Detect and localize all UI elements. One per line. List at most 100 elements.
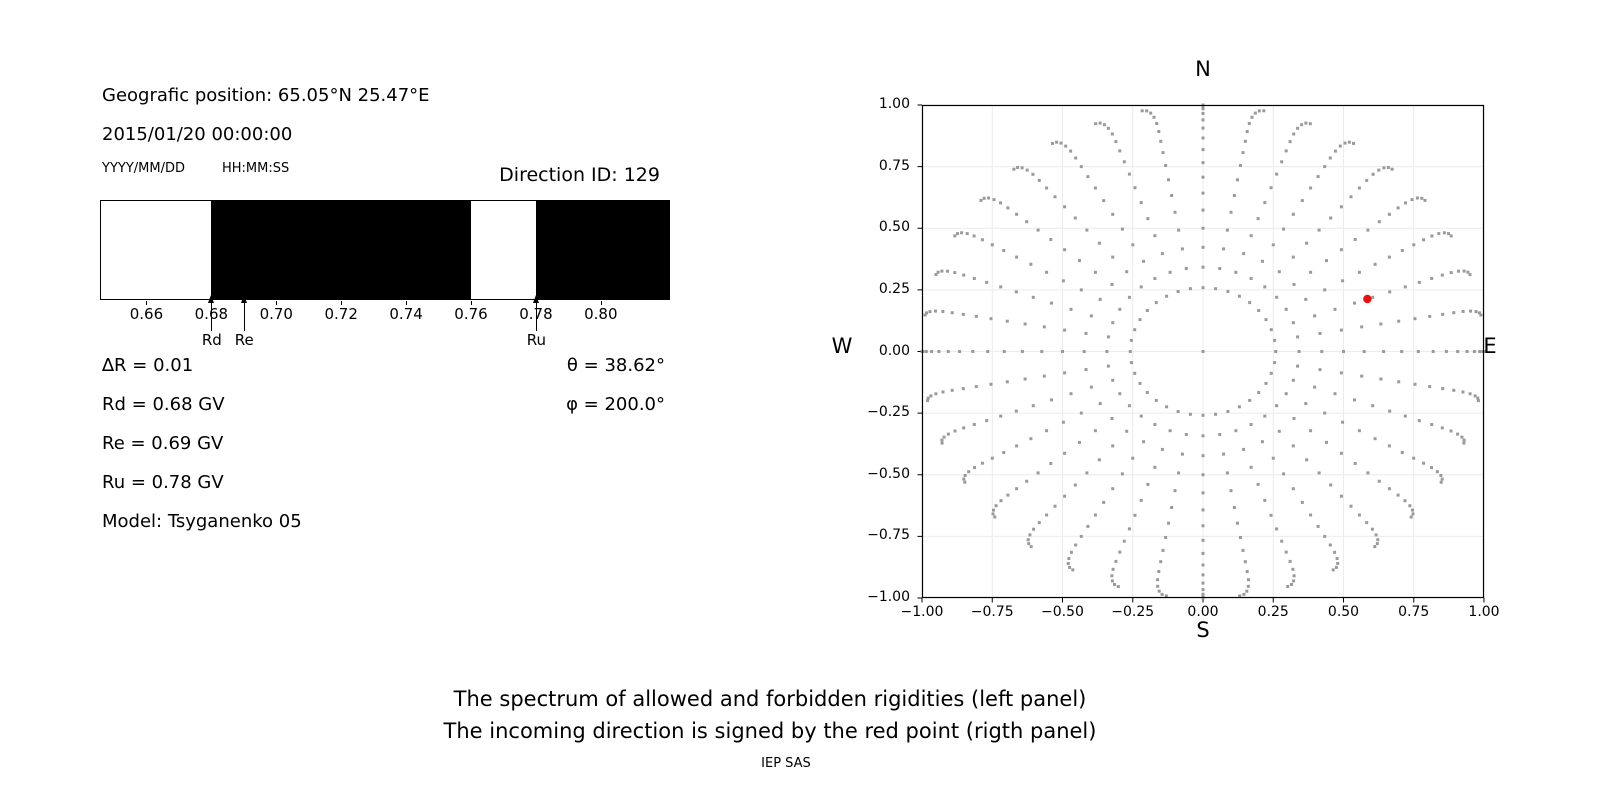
direction-dot xyxy=(1297,350,1301,353)
direction-dot xyxy=(1476,399,1480,403)
direction-dot xyxy=(1439,474,1443,477)
direction-dot xyxy=(1366,471,1370,475)
direction-id-text: Direction ID: 129 xyxy=(499,164,660,186)
direction-dot xyxy=(1068,565,1072,569)
direction-dot xyxy=(1031,172,1035,176)
direction-dot xyxy=(1014,290,1018,294)
direction-dot xyxy=(1225,228,1229,232)
direction-dot xyxy=(1028,533,1032,537)
spectrum-x-tick xyxy=(600,301,602,305)
direction-dot xyxy=(1373,545,1377,549)
direction-dot xyxy=(1201,551,1205,555)
direction-dot xyxy=(1304,297,1308,301)
direction-dot xyxy=(1201,454,1205,458)
direction-dot xyxy=(1201,175,1205,179)
ru-text: Ru = 0.78 GV xyxy=(102,472,224,493)
caption-line-1: The spectrum of allowed and forbidden ri… xyxy=(453,687,1087,711)
direction-dot xyxy=(1349,195,1353,199)
direction-dot xyxy=(1353,462,1357,465)
direction-dot xyxy=(1063,451,1067,455)
direction-dot xyxy=(1271,456,1275,460)
direction-dot xyxy=(1015,444,1019,448)
direction-dot xyxy=(1264,381,1268,385)
direction-dot xyxy=(1379,322,1383,326)
direction-dot xyxy=(1370,527,1374,531)
direction-dot xyxy=(1236,521,1239,525)
direction-dot xyxy=(1106,364,1110,368)
direction-dot xyxy=(1264,318,1268,322)
direction-dot xyxy=(1248,301,1252,305)
direction-dot xyxy=(972,423,976,426)
direction-dot xyxy=(1284,392,1288,396)
direction-dot xyxy=(1449,271,1453,275)
direction-dot xyxy=(1284,149,1288,153)
direction-dot xyxy=(1300,199,1304,203)
direction-dot xyxy=(1069,550,1073,554)
direction-dot xyxy=(1284,550,1288,554)
direction-dot xyxy=(934,309,937,313)
direction-dot xyxy=(1377,168,1381,172)
direction-dot xyxy=(1015,487,1019,491)
direction-dot xyxy=(1116,585,1120,588)
direction-dot xyxy=(1027,542,1031,546)
direction-dot xyxy=(1352,141,1355,145)
direction-dot xyxy=(1242,252,1246,256)
direction-dot xyxy=(971,350,975,353)
date-format-label: YYYY/MM/DD xyxy=(102,161,185,176)
direction-dot xyxy=(1257,109,1261,113)
direction-dot xyxy=(1042,325,1046,329)
direction-dot xyxy=(929,394,933,398)
direction-dot xyxy=(1477,311,1481,315)
direction-dot xyxy=(1387,444,1391,448)
direction-dot xyxy=(1155,122,1159,125)
direction-dot xyxy=(1256,482,1260,486)
direction-dot xyxy=(994,504,998,508)
direction-dot xyxy=(1371,404,1375,408)
direction-dot xyxy=(1291,378,1295,382)
direction-dot xyxy=(1304,402,1308,406)
direction-dot xyxy=(1234,270,1238,274)
direction-dot xyxy=(992,198,996,202)
direction-dot xyxy=(1023,377,1027,381)
compass-label-east: E xyxy=(1483,334,1497,358)
direction-dot xyxy=(1139,414,1143,418)
direction-dot xyxy=(1161,151,1165,155)
direction-dot xyxy=(1452,388,1456,392)
direction-dot xyxy=(974,314,978,318)
direction-dot xyxy=(924,350,928,353)
direction-dot xyxy=(1118,550,1122,554)
spectrum-x-tick xyxy=(406,301,408,305)
rd-text: Rd = 0.68 GV xyxy=(102,394,225,415)
direction-dot xyxy=(1133,513,1137,517)
direction-dot xyxy=(1045,186,1049,190)
direction-dot xyxy=(1408,504,1412,508)
direction-dot xyxy=(1376,538,1380,542)
direction-dot xyxy=(1241,151,1245,155)
direction-dot xyxy=(1036,471,1040,475)
direction-dot xyxy=(1242,447,1246,451)
cutoff-label-ru: Ru xyxy=(526,331,547,349)
direction-dot xyxy=(1129,338,1133,342)
direction-dot xyxy=(1222,452,1226,456)
direction-dot xyxy=(963,474,967,477)
direction-dot xyxy=(1159,560,1163,564)
direction-dot xyxy=(1079,165,1083,169)
direction-dot xyxy=(1201,573,1205,577)
direction-dot xyxy=(1245,130,1249,133)
direction-dot xyxy=(1288,559,1292,563)
direction-dot xyxy=(1320,350,1324,353)
direction-dot xyxy=(1180,247,1184,251)
direction-dot xyxy=(1440,273,1444,277)
direction-dot xyxy=(1247,122,1251,125)
direction-dot xyxy=(1232,194,1236,197)
direction-dot xyxy=(1403,414,1407,418)
direction-dot xyxy=(1400,249,1404,252)
direction-dot xyxy=(985,280,989,284)
direction-dot xyxy=(1097,458,1101,462)
direction-dot xyxy=(925,311,929,315)
direction-dot xyxy=(1422,238,1426,242)
direction-dot xyxy=(1110,283,1114,286)
direction-dot xyxy=(1201,434,1205,438)
direction-dot xyxy=(973,466,976,470)
spectrum-x-tick xyxy=(276,301,278,305)
